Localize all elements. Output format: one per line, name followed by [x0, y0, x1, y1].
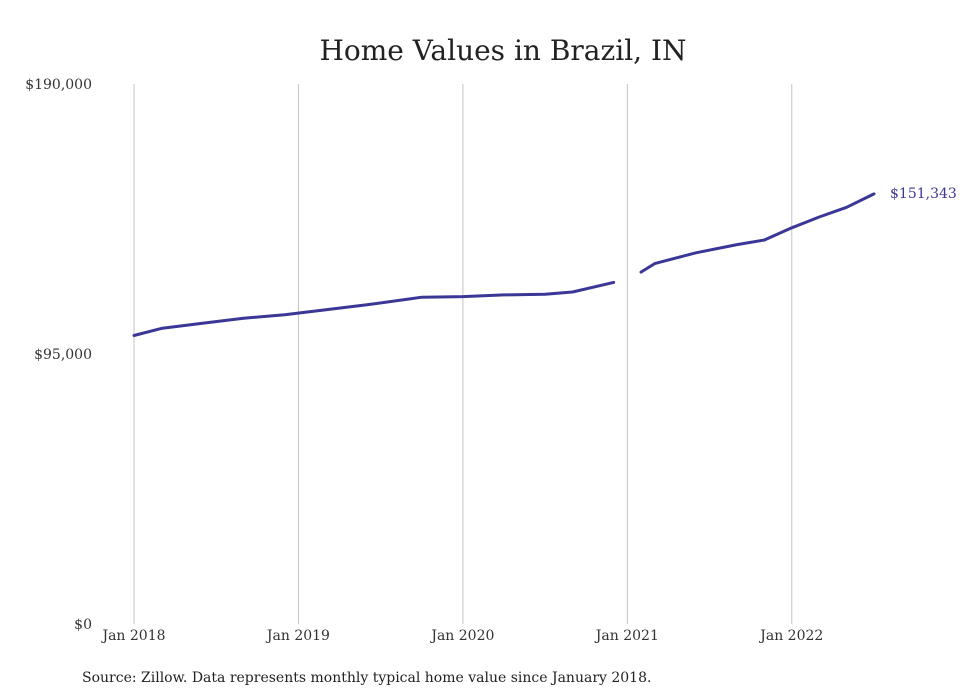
series-line-segment-1	[639, 192, 876, 274]
y-tick-label: $95,000	[34, 347, 92, 363]
end-value-label: $151,343	[890, 186, 957, 202]
x-tick-label: Jan 2018	[100, 628, 165, 644]
x-tick-label: Jan 2020	[429, 628, 494, 644]
y-axis-ticks: $0 $95,000 $190,000	[25, 77, 92, 633]
y-tick-label: $190,000	[25, 77, 92, 93]
x-tick-label: Jan 2021	[594, 628, 659, 644]
series-line-segment-0	[132, 280, 616, 337]
home-value-series	[132, 192, 876, 337]
chart-title: Home Values in Brazil, IN	[319, 34, 686, 67]
x-axis-ticks: Jan 2018 Jan 2019 Jan 2020 Jan 2021 Jan 2022	[100, 628, 823, 644]
x-tick-label: Jan 2019	[265, 628, 330, 644]
y-tick-label: $0	[74, 617, 92, 633]
vertical-grid-lines	[133, 84, 793, 624]
source-note: Source: Zillow. Data represents monthly …	[82, 670, 651, 686]
x-tick-label: Jan 2022	[758, 628, 823, 644]
